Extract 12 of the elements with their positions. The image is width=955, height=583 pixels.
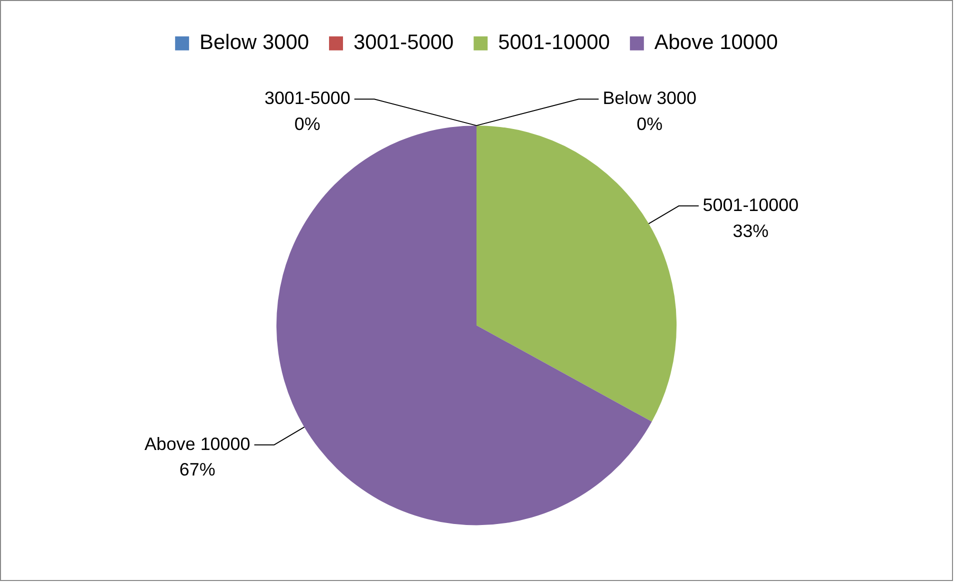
slice-label: 5001-10000: [702, 194, 799, 215]
slice-label: Above 10000: [144, 434, 250, 454]
data-label: 33%: [732, 220, 769, 241]
legend-label: Below 3000: [200, 31, 310, 54]
text: 0%: [636, 114, 663, 134]
category-label: Below 3000: [602, 88, 697, 108]
category-label: 3001-5000: [264, 88, 350, 108]
text: 0%: [294, 114, 320, 134]
legend-label: 5001-10000: [498, 31, 610, 54]
data-label: 67%: [179, 460, 216, 480]
legend-label: 3001-5000: [353, 31, 454, 54]
legend-label: Above 10000: [654, 31, 778, 54]
